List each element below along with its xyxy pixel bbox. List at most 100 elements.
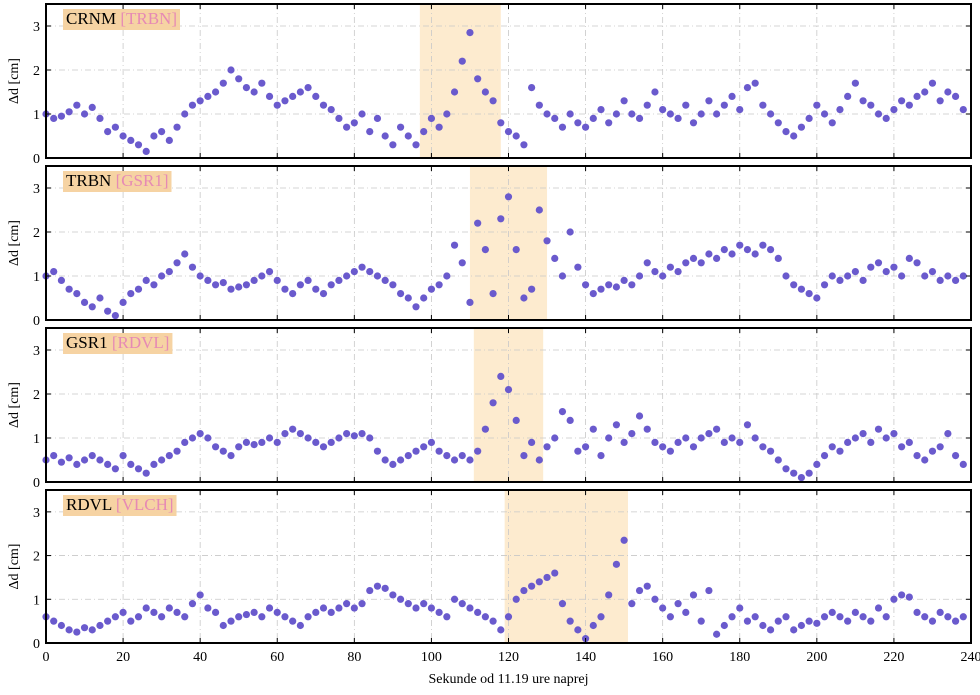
data-point bbox=[721, 102, 728, 109]
data-point bbox=[775, 255, 782, 262]
data-point bbox=[829, 272, 836, 279]
data-point bbox=[567, 110, 574, 117]
data-point bbox=[382, 456, 389, 463]
data-point bbox=[628, 600, 635, 607]
x-tick-label: 160 bbox=[652, 650, 673, 665]
data-point bbox=[536, 102, 543, 109]
data-point bbox=[189, 434, 196, 441]
data-point bbox=[813, 620, 820, 627]
data-point bbox=[474, 75, 481, 82]
data-point bbox=[644, 259, 651, 266]
data-point bbox=[520, 294, 527, 301]
data-point bbox=[728, 434, 735, 441]
data-point bbox=[443, 272, 450, 279]
data-point bbox=[497, 119, 504, 126]
y-tick-label: 2 bbox=[33, 388, 40, 403]
x-tick-label: 60 bbox=[270, 650, 284, 665]
data-point bbox=[752, 613, 759, 620]
data-point bbox=[66, 626, 73, 633]
x-tick-label: 20 bbox=[116, 650, 130, 665]
x-tick-label: 0 bbox=[43, 650, 50, 665]
data-point bbox=[181, 250, 188, 257]
data-point bbox=[574, 626, 581, 633]
data-point bbox=[744, 84, 751, 91]
data-point bbox=[867, 439, 874, 446]
data-point bbox=[289, 93, 296, 100]
data-point bbox=[197, 430, 204, 437]
data-point bbox=[574, 119, 581, 126]
data-point bbox=[513, 132, 520, 139]
reference-station: [GSR1] bbox=[116, 171, 169, 190]
data-point bbox=[782, 613, 789, 620]
data-point bbox=[497, 215, 504, 222]
data-point bbox=[274, 277, 281, 284]
data-point bbox=[235, 283, 242, 290]
data-point bbox=[243, 439, 250, 446]
data-point bbox=[266, 93, 273, 100]
data-point bbox=[944, 272, 951, 279]
data-point bbox=[412, 303, 419, 310]
data-point bbox=[775, 456, 782, 463]
data-point bbox=[220, 80, 227, 87]
data-point bbox=[89, 452, 96, 459]
data-point bbox=[150, 609, 157, 616]
data-point bbox=[428, 439, 435, 446]
data-point bbox=[227, 452, 234, 459]
data-point bbox=[813, 102, 820, 109]
data-point bbox=[960, 106, 967, 113]
y-tick-label: 0 bbox=[33, 314, 40, 329]
data-point bbox=[173, 609, 180, 616]
data-point bbox=[543, 110, 550, 117]
data-point bbox=[382, 277, 389, 284]
data-point bbox=[690, 119, 697, 126]
data-point bbox=[597, 613, 604, 620]
data-point bbox=[782, 272, 789, 279]
data-point bbox=[304, 613, 311, 620]
data-point bbox=[744, 421, 751, 428]
data-point bbox=[220, 622, 227, 629]
data-point bbox=[613, 110, 620, 117]
data-point bbox=[852, 268, 859, 275]
data-point bbox=[906, 594, 913, 601]
data-point bbox=[782, 128, 789, 135]
data-point bbox=[482, 426, 489, 433]
data-point bbox=[96, 115, 103, 122]
data-point bbox=[859, 97, 866, 104]
data-point bbox=[682, 609, 689, 616]
data-point bbox=[821, 613, 828, 620]
data-point bbox=[667, 110, 674, 117]
reference-station: [TRBN] bbox=[120, 9, 177, 28]
x-tick-label: 240 bbox=[961, 650, 980, 665]
data-point bbox=[798, 124, 805, 131]
data-point bbox=[235, 443, 242, 450]
data-point bbox=[744, 246, 751, 253]
data-point bbox=[667, 448, 674, 455]
data-point bbox=[104, 308, 111, 315]
data-point bbox=[96, 622, 103, 629]
x-tick-label: 180 bbox=[729, 650, 750, 665]
data-point bbox=[81, 624, 88, 631]
data-point bbox=[829, 119, 836, 126]
data-point bbox=[621, 439, 628, 446]
data-point bbox=[759, 443, 766, 450]
data-point bbox=[744, 618, 751, 625]
data-point bbox=[690, 443, 697, 450]
data-point bbox=[58, 622, 65, 629]
data-point bbox=[112, 312, 119, 319]
data-point bbox=[497, 626, 504, 633]
data-point bbox=[597, 452, 604, 459]
data-point bbox=[112, 465, 119, 472]
data-point bbox=[952, 618, 959, 625]
data-point bbox=[836, 277, 843, 284]
data-point bbox=[929, 268, 936, 275]
data-point bbox=[397, 596, 404, 603]
data-point bbox=[73, 102, 80, 109]
data-point bbox=[343, 600, 350, 607]
data-point bbox=[459, 600, 466, 607]
data-point bbox=[767, 110, 774, 117]
data-point bbox=[528, 439, 535, 446]
data-point bbox=[58, 459, 65, 466]
data-point bbox=[343, 124, 350, 131]
data-point bbox=[836, 613, 843, 620]
data-point bbox=[721, 439, 728, 446]
